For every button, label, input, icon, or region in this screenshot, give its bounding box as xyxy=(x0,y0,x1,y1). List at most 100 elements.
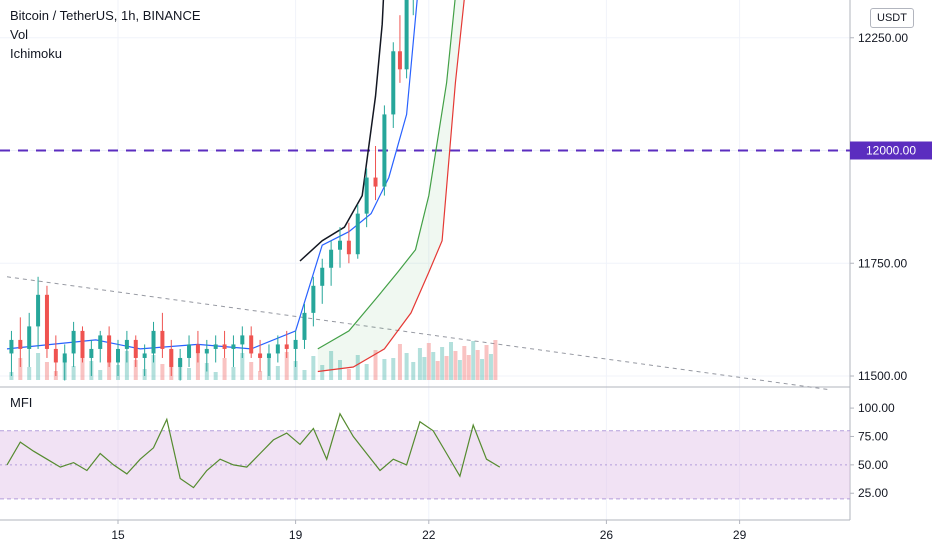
candle-body xyxy=(98,335,103,349)
volume-bar xyxy=(240,353,245,380)
volume-bar xyxy=(475,350,480,380)
volume-bar xyxy=(187,368,192,380)
candle-body xyxy=(355,213,360,255)
price-tick-label: 11500.00 xyxy=(858,369,907,383)
volume-bar xyxy=(44,362,49,380)
volume-bar xyxy=(107,356,112,380)
volume-bar xyxy=(462,346,467,380)
candle-body xyxy=(346,240,351,255)
volume-bar xyxy=(195,354,200,380)
volume-bar xyxy=(338,360,342,380)
volume-bar xyxy=(346,369,351,380)
kijun-line xyxy=(6,0,418,350)
volume-bar xyxy=(444,356,449,380)
candle-body xyxy=(18,339,23,349)
candle-body xyxy=(124,339,129,349)
time-tick-label: 19 xyxy=(289,528,303,542)
ichimoku-indicator-label[interactable]: Ichimoku xyxy=(10,46,63,61)
mfi-pane xyxy=(0,412,850,500)
horizontal-levels: 55)10)92) xyxy=(0,149,850,391)
candle-body xyxy=(240,335,245,345)
candle-body xyxy=(302,312,307,340)
volume-bar xyxy=(71,366,76,380)
volume-indicator-label[interactable]: Vol xyxy=(10,27,29,42)
volume-bar xyxy=(404,353,409,380)
candle-body xyxy=(382,114,387,187)
candle-body xyxy=(204,348,209,354)
volume-bar xyxy=(493,340,498,380)
mfi-indicator-label[interactable]: MFI xyxy=(10,395,33,410)
candle-body xyxy=(320,267,325,286)
volume-bar xyxy=(311,356,316,380)
candle-body xyxy=(275,344,280,354)
candle-body xyxy=(160,330,165,349)
volume-bar xyxy=(382,359,387,380)
currency-button[interactable]: USDT xyxy=(870,8,914,28)
symbol-title: Bitcoin / TetherUS, 1h, BINANCE xyxy=(10,8,201,23)
volume-bar xyxy=(426,343,431,380)
volume-bar xyxy=(435,361,440,380)
candle-body xyxy=(391,51,396,115)
candle-body xyxy=(338,240,342,250)
mfi-tick-label: 100.00 xyxy=(858,401,895,415)
candle-body xyxy=(249,335,254,354)
volume-bar xyxy=(275,366,280,380)
candle-body xyxy=(258,353,263,358)
candle-body xyxy=(213,344,218,349)
candle-body xyxy=(53,348,58,363)
price-grid xyxy=(0,0,851,521)
volume-bar xyxy=(27,367,32,380)
mfi-tick-label: 75.00 xyxy=(858,429,888,443)
candle-body xyxy=(195,344,200,354)
volume-bar xyxy=(302,370,307,380)
candle-body xyxy=(9,339,14,354)
volume-bar xyxy=(36,353,41,380)
volume-bar xyxy=(204,363,209,380)
volume-bar xyxy=(431,352,436,380)
candle-body xyxy=(80,330,85,358)
mfi-line xyxy=(6,412,501,489)
volume-bar xyxy=(488,354,493,380)
indicator-lines xyxy=(6,0,465,373)
ichimoku-cloud xyxy=(317,0,465,372)
candles xyxy=(9,0,414,381)
volume-bar xyxy=(124,351,129,380)
volume-bar xyxy=(329,351,334,380)
candle-body xyxy=(116,348,120,363)
volume-bar xyxy=(484,345,489,380)
leading-span-a xyxy=(317,0,456,350)
time-axis[interactable]: 15 19 22 26 29 xyxy=(111,520,747,542)
leading-span-b xyxy=(317,0,465,373)
candle-body xyxy=(222,344,227,349)
time-tick-label: 29 xyxy=(733,528,747,542)
candle-body xyxy=(364,177,369,214)
volume-bar xyxy=(231,367,236,380)
candle-body xyxy=(293,339,298,349)
candle-body xyxy=(71,330,76,354)
volume-bar xyxy=(457,360,462,380)
time-tick-label: 22 xyxy=(422,528,436,542)
level-12000-badge: 12000.00 xyxy=(866,144,916,158)
candle-body xyxy=(284,344,289,349)
volume-bar xyxy=(284,352,289,380)
time-tick-label: 15 xyxy=(111,528,125,542)
volume-bar xyxy=(364,364,369,380)
candle-body xyxy=(231,344,236,349)
candle-body xyxy=(62,353,67,363)
level-12000-badge-bg xyxy=(850,141,932,160)
volume-bar xyxy=(422,357,427,380)
volume-bar xyxy=(320,365,325,380)
volume-bar xyxy=(355,355,360,380)
candle-body xyxy=(36,294,41,327)
price-projection-line xyxy=(299,0,385,262)
price-axis[interactable]: 14000.0013750.0013500.0013250.0013000.00… xyxy=(850,0,932,500)
volume-bar xyxy=(373,350,378,380)
candle-body xyxy=(169,348,174,367)
volume-bar xyxy=(133,360,138,380)
volume-bar xyxy=(98,370,103,380)
candle-body xyxy=(44,294,49,349)
price-tick-label: 12250.00 xyxy=(858,31,908,45)
candle-body xyxy=(151,330,156,354)
volume-bar xyxy=(453,351,458,380)
